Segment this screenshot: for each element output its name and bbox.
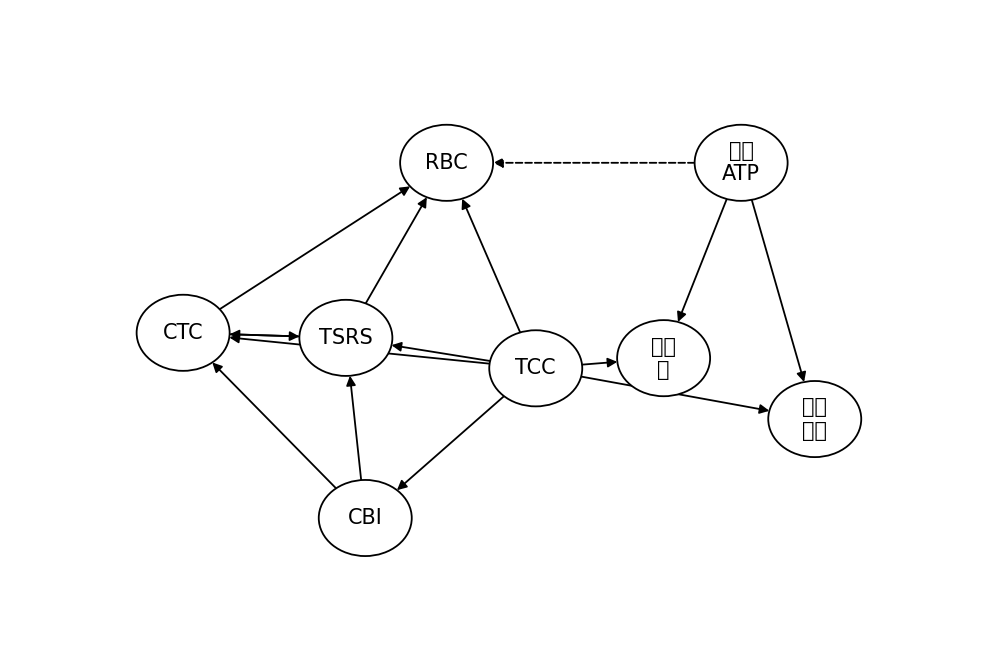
Text: 轨道
电路: 轨道 电路: [802, 397, 827, 441]
Text: 车载
ATP: 车载 ATP: [722, 141, 760, 185]
Ellipse shape: [319, 480, 412, 556]
Ellipse shape: [400, 125, 493, 201]
Text: TSRS: TSRS: [319, 328, 373, 348]
Text: CTC: CTC: [163, 323, 203, 343]
Ellipse shape: [768, 381, 861, 457]
Text: 应答
器: 应答 器: [651, 337, 676, 380]
Ellipse shape: [137, 295, 230, 371]
Ellipse shape: [489, 330, 582, 407]
Text: CBI: CBI: [348, 508, 383, 528]
Text: TCC: TCC: [515, 358, 556, 378]
Ellipse shape: [299, 300, 392, 376]
Ellipse shape: [695, 125, 788, 201]
Ellipse shape: [617, 320, 710, 396]
Text: RBC: RBC: [425, 153, 468, 173]
